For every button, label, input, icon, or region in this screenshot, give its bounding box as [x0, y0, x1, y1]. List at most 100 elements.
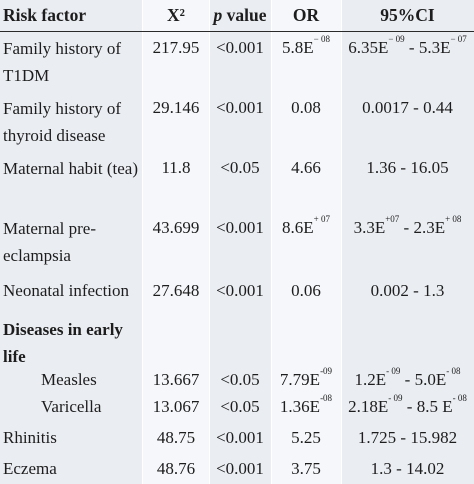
column-divider [341, 0, 342, 484]
row-x2: 43.699 [152, 218, 200, 237]
row-x2: 11.8 [161, 158, 191, 177]
header-x2: X² [167, 5, 185, 25]
ci-sep: - [408, 281, 424, 300]
ci-lower: 1.725 [357, 428, 397, 447]
ci-upper-exp: - 08 [452, 393, 467, 404]
row-p: <0.001 [216, 98, 264, 117]
row-p: <0.05 [220, 370, 260, 389]
row-or: 3.75 [291, 459, 321, 478]
row-ci: 1.725 - 15.982 [341, 425, 474, 450]
row-or: 4.66 [291, 158, 321, 177]
row-or: 8.6E+ 07 [271, 215, 341, 240]
row-or: 7.79E-09 [271, 367, 341, 392]
ci-lower: 1.36 [366, 158, 397, 177]
ci-lower: 2.18E [348, 397, 389, 416]
x2-column-band [143, 0, 209, 484]
row-ci: 0.002 - 1.3 [341, 278, 474, 303]
ci-lower: 0.0017 [362, 98, 409, 117]
row-or: 1.36E-08 [271, 394, 341, 419]
row-x2: 48.76 [156, 459, 196, 478]
row-ci: 6.35E− 09 - 5.3E− 07 [341, 35, 474, 60]
row-factor: Neonatal infection [3, 281, 130, 300]
row-ci: 1.3 - 14.02 [341, 456, 474, 481]
ci-lower: 6.35E [348, 38, 389, 57]
row-or: 5.25 [291, 428, 321, 447]
row-or: 5.8E− 08 [271, 35, 341, 60]
ci-upper: 14.02 [406, 459, 445, 478]
ci-sep: - [404, 38, 419, 57]
row-factor: Family history of T1DM [3, 39, 122, 85]
header-ci: 95%CI [380, 5, 435, 25]
ci-lower-exp: +07 [385, 214, 400, 225]
or-base: 5.8E [282, 38, 314, 57]
or-base: 7.79E [279, 370, 321, 389]
row-x2: 29.146 [152, 98, 200, 117]
row-p: <0.05 [220, 158, 260, 177]
row-x2: 13.067 [152, 397, 200, 416]
table-row: Neonatal infection 27.648 <0.001 0.06 0.… [0, 277, 474, 307]
row-factor: Maternal habit (tea) [3, 159, 138, 178]
ci-lower-exp: − 09 [388, 34, 405, 45]
row-p: <0.001 [216, 281, 264, 300]
or-exponent: − 08 [313, 34, 330, 45]
column-divider [142, 0, 143, 484]
ci-lower: 0.002 [370, 281, 409, 300]
row-factor: Varicella [41, 397, 102, 416]
ci-upper: 0.44 [423, 98, 453, 117]
row-p: <0.001 [216, 459, 264, 478]
ci-upper: 1.3 [423, 281, 445, 300]
row-ci: 1.36 - 16.05 [341, 155, 474, 180]
ci-sep: - [400, 370, 415, 389]
ci-upper: 2.3E [413, 218, 446, 237]
row-p: <0.001 [216, 218, 264, 237]
table-row: Family history of thyroid disease 29.146… [0, 94, 474, 150]
ci-sep: - [399, 218, 414, 237]
header-p-rest: value [222, 5, 267, 25]
table-row: Varicella 13.067 <0.05 1.36E-08 2.18E- 0… [0, 394, 474, 420]
row-x2: 27.648 [152, 281, 200, 300]
ci-upper-exp: − 07 [450, 34, 467, 45]
column-divider [209, 0, 210, 484]
ci-upper-exp: - 08 [446, 366, 461, 377]
row-factor: Rhinitis [3, 428, 57, 447]
table-row: Maternal pre-eclampsia 43.699 <0.001 8.6… [0, 214, 474, 270]
table-row: Eczema 48.76 <0.001 3.75 1.3 - 14.02 [0, 456, 474, 483]
row-p: <0.05 [220, 397, 260, 416]
or-exponent: + 07 [313, 214, 330, 225]
row-factor: Eczema [3, 459, 57, 478]
row-or: 0.08 [291, 98, 321, 117]
or-base: 1.36E [279, 397, 321, 416]
table-header: Risk factor X² p value OR 95%CI [0, 0, 474, 32]
ci-upper: 15.982 [410, 428, 458, 447]
header-risk-factor: Risk factor [3, 5, 87, 25]
ci-upper: 5.0E [414, 370, 447, 389]
header-p-italic: p [213, 5, 223, 25]
ci-sep: - [402, 397, 417, 416]
ci-upper-exp: + 08 [445, 214, 462, 225]
row-p: <0.001 [216, 428, 264, 447]
header-p-value: p value [209, 3, 271, 28]
or-exponent: -08 [320, 393, 333, 404]
row-x2: 48.75 [156, 428, 196, 447]
table-row: Measles 13.667 <0.05 7.79E-09 1.2E- 09 -… [0, 367, 474, 393]
row-x2: 217.95 [152, 38, 200, 57]
ci-upper: 16.05 [410, 158, 449, 177]
row-x2: 13.667 [152, 370, 200, 389]
ci-upper: 8.5 E [416, 397, 453, 416]
row-p: <0.001 [216, 38, 264, 57]
section-heading: Diseases in early life [3, 320, 123, 366]
ci-lower: 1.3 [370, 459, 392, 478]
row-ci: 2.18E- 09 - 8.5 E- 08 [341, 394, 474, 419]
ci-sep: - [408, 98, 424, 117]
ci-lower: 3.3E [353, 218, 386, 237]
table-row: Rhinitis 48.75 <0.001 5.25 1.725 - 15.98… [0, 425, 474, 452]
or-base: 8.6E [282, 218, 314, 237]
table-row: Maternal habit (tea) 11.8 <0.05 4.66 1.3… [0, 154, 474, 210]
section-heading-row: Diseases in early life [0, 316, 474, 368]
header-or: OR [292, 5, 320, 25]
row-ci: 3.3E+07 - 2.3E+ 08 [341, 215, 474, 240]
row-or: 0.06 [291, 281, 321, 300]
ci-lower-exp: - 09 [388, 393, 403, 404]
column-divider [271, 0, 272, 484]
